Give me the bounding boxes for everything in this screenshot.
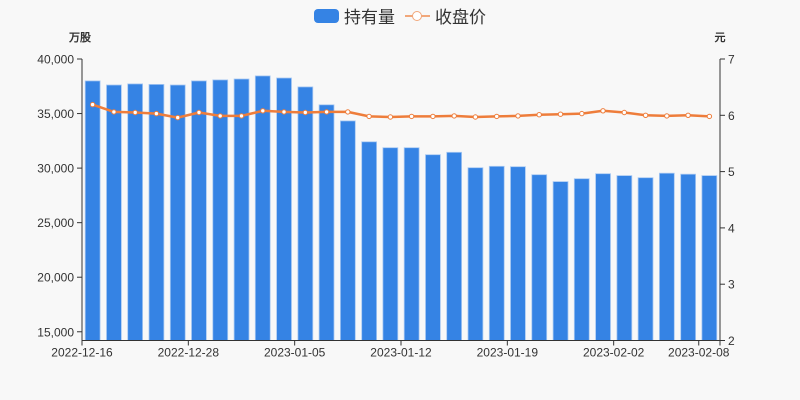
- close-price-point[interactable]: [472, 114, 479, 120]
- holdings-bar[interactable]: [276, 77, 292, 341]
- close-price-line: [89, 101, 713, 121]
- holdings-bar[interactable]: [297, 86, 314, 341]
- close-price-point[interactable]: [494, 113, 500, 120]
- holdings-bar[interactable]: [446, 151, 463, 341]
- close-price-point[interactable]: [302, 109, 308, 116]
- holdings-bar[interactable]: [467, 167, 484, 341]
- chart-legend: 持有量 收盘价: [0, 3, 800, 28]
- holdings-bar[interactable]: [573, 178, 590, 341]
- left-axis-tick-label: 15,000: [37, 325, 74, 339]
- left-axis-tick-label: 25,000: [37, 216, 74, 230]
- left-axis-tick-label: 30,000: [37, 162, 74, 176]
- holdings-bar[interactable]: [680, 173, 697, 341]
- close-price-point[interactable]: [557, 111, 564, 117]
- left-axis-tick-label: 40,000: [37, 53, 74, 67]
- right-axis-tick-label: 4: [728, 221, 735, 235]
- close-price-point[interactable]: [430, 113, 436, 120]
- right-axis-tick-label: 6: [728, 109, 735, 123]
- close-price-point[interactable]: [345, 109, 351, 115]
- close-price-point[interactable]: [111, 109, 117, 115]
- close-price-point[interactable]: [153, 110, 160, 117]
- holdings-bar[interactable]: [616, 175, 633, 341]
- holdings-bar[interactable]: [637, 177, 654, 341]
- close-price-point[interactable]: [238, 113, 245, 119]
- holdings-bar[interactable]: [552, 181, 569, 341]
- x-axis-tick-label: 2023-02-08: [668, 346, 730, 360]
- close-price-point[interactable]: [451, 113, 457, 119]
- x-axis-tick-label: 2022-12-28: [158, 346, 220, 360]
- close-price-point[interactable]: [366, 113, 372, 120]
- legend-label-holdings: 持有量: [344, 8, 395, 28]
- close-price-point[interactable]: [175, 114, 181, 121]
- holdings-bar[interactable]: [425, 154, 441, 341]
- x-axis-tick-label: 2022-12-16: [51, 346, 113, 360]
- holdings-bar[interactable]: [212, 79, 229, 341]
- holdings-bar[interactable]: [318, 104, 335, 341]
- close-price-point[interactable]: [706, 113, 713, 120]
- holdings-bar[interactable]: [403, 147, 420, 341]
- close-price-point[interactable]: [621, 109, 627, 116]
- legend-label-close-price: 收盘价: [435, 8, 486, 28]
- right-axis-unit: 元: [715, 31, 726, 44]
- left-axis-tick-label: 20,000: [37, 271, 74, 285]
- close-price-point[interactable]: [642, 112, 649, 119]
- left-y-axis-ticks: 40,000 35,000 30,000 25,000 20,000 15,000: [37, 53, 82, 339]
- close-price-point[interactable]: [600, 108, 606, 114]
- close-price-point[interactable]: [387, 114, 394, 120]
- holdings-bar[interactable]: [595, 173, 611, 341]
- close-price-point[interactable]: [408, 113, 415, 120]
- x-axis-tick-label: 2023-02-02: [583, 346, 645, 360]
- close-price-point[interactable]: [281, 109, 287, 115]
- legend-item-holdings[interactable]: 持有量: [314, 3, 395, 28]
- legend-item-close-price[interactable]: 收盘价: [405, 3, 486, 28]
- bar-swatch-icon: [314, 8, 339, 23]
- holdings-bar[interactable]: [488, 165, 505, 341]
- holdings-bar[interactable]: [127, 83, 143, 341]
- close-price-point[interactable]: [536, 112, 542, 118]
- close-price-point[interactable]: [89, 101, 96, 108]
- close-price-point[interactable]: [196, 109, 202, 116]
- close-price-point[interactable]: [664, 113, 670, 119]
- right-axis-tick-label: 2: [728, 334, 735, 348]
- close-price-point[interactable]: [685, 112, 691, 119]
- holdings-bar[interactable]: [191, 80, 207, 341]
- holdings-bar[interactable]: [84, 80, 101, 341]
- right-axis-tick-label: 3: [728, 278, 735, 292]
- close-price-point[interactable]: [579, 110, 585, 117]
- close-price-point[interactable]: [515, 113, 521, 119]
- left-axis-tick-label: 35,000: [37, 107, 74, 121]
- holdings-bar[interactable]: [254, 75, 271, 341]
- close-price-point[interactable]: [132, 109, 138, 116]
- right-y-axis-ticks: 7 6 5 4 3 2: [720, 53, 735, 348]
- holdings-bar[interactable]: [169, 84, 186, 341]
- close-price-polyline: [92, 103, 710, 119]
- holdings-bar[interactable]: [701, 175, 718, 341]
- holdings-bar[interactable]: [148, 84, 165, 341]
- holdings-bar[interactable]: [361, 141, 378, 341]
- holdings-bar[interactable]: [339, 120, 356, 341]
- right-axis-tick-label: 5: [728, 165, 735, 179]
- holdings-bar[interactable]: [382, 147, 399, 341]
- x-axis-ticks: 2022-12-16 2022-12-28 2023-01-05 2023-01-12…: [51, 340, 730, 360]
- holdings-bar[interactable]: [531, 174, 548, 341]
- left-axis-unit: 万股: [68, 31, 92, 44]
- holdings-bar[interactable]: [659, 172, 675, 341]
- right-axis-tick-label: 7: [728, 53, 735, 67]
- holdings-bar[interactable]: [106, 84, 122, 341]
- x-axis-tick-label: 2023-01-12: [370, 346, 432, 360]
- line-circle-marker-icon: [405, 9, 430, 23]
- holdings-bars: [84, 75, 718, 341]
- holdings-bar[interactable]: [510, 166, 526, 341]
- close-price-point[interactable]: [217, 113, 223, 119]
- close-price-point[interactable]: [323, 109, 330, 115]
- close-price-point[interactable]: [260, 108, 266, 114]
- x-axis-tick-label: 2023-01-05: [264, 346, 326, 360]
- x-axis-tick-label: 2023-01-19: [477, 346, 539, 360]
